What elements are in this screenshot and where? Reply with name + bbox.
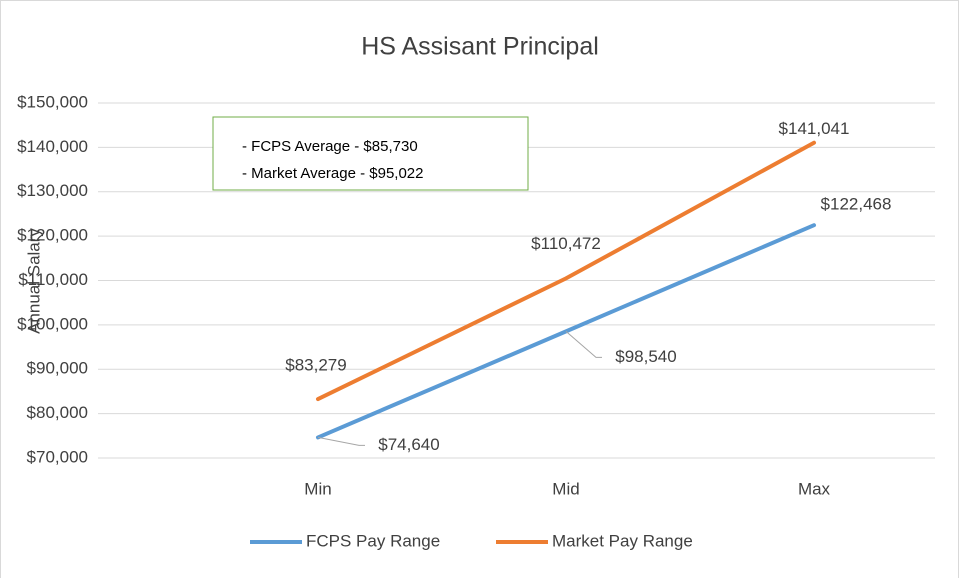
y-tick-label: $80,000 [27, 403, 88, 422]
y-tick-label: $70,000 [27, 447, 88, 466]
series-line [316, 140, 816, 402]
y-tick-label: $150,000 [17, 92, 88, 111]
legend-label: FCPS Pay Range [306, 531, 440, 550]
leader-line [317, 436, 365, 446]
series-line [316, 223, 816, 440]
data-label: $110,472 [531, 234, 601, 253]
annotation: - FCPS Average - $85,730 [242, 138, 418, 155]
y-tick-label: $130,000 [17, 181, 88, 200]
data-label: $141,041 [779, 119, 850, 138]
data-label: $122,468 [821, 195, 892, 214]
data-label: $83,279 [285, 356, 346, 375]
data-label: $98,540 [615, 347, 676, 366]
annotation-box [212, 116, 529, 191]
legend-label: Market Pay Range [552, 531, 693, 550]
data-label: $74,640 [378, 435, 439, 454]
y-tick-label: $110,000 [18, 270, 88, 289]
y-axis-label: Annual Salary [24, 228, 43, 334]
y-tick-label: $120,000 [17, 226, 88, 245]
y-tick-label: $100,000 [17, 314, 88, 333]
x-tick-label: Min [304, 479, 331, 498]
leader-line [565, 330, 602, 358]
x-tick-label: Mid [552, 479, 579, 498]
x-tick-label: Max [798, 479, 831, 498]
chart-title: HS Assisant Principal [361, 33, 599, 61]
annotation: - Market Average - $95,022 [242, 165, 424, 182]
y-tick-label: $140,000 [17, 137, 88, 156]
y-tick-label: $90,000 [27, 359, 88, 378]
